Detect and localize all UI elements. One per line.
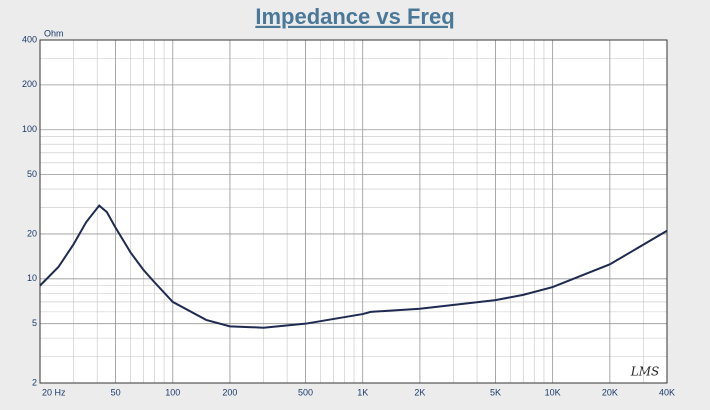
- y-axis-label: Ohm: [44, 28, 64, 38]
- y-tick-label: 400: [22, 34, 37, 44]
- y-tick-label: 20: [27, 228, 37, 238]
- x-tick-label: 100: [165, 387, 180, 397]
- x-tick-label: 20 Hz: [42, 387, 66, 397]
- x-tick-label: 40K: [659, 387, 675, 397]
- plot-area: [40, 40, 667, 383]
- annotation: LMS: [630, 365, 659, 379]
- y-tick-label: 100: [22, 124, 37, 134]
- impedance-line: [39, 204, 668, 329]
- x-tick-label: 5K: [490, 387, 501, 397]
- x-tick-label: 200: [222, 387, 237, 397]
- x-tick-label: 2K: [414, 387, 425, 397]
- x-tick-label: 50: [111, 387, 121, 397]
- y-tick-label: 2: [32, 377, 37, 387]
- y-tick-label: 5: [32, 318, 37, 328]
- plot-frame: [39, 39, 668, 384]
- y-tick-label: 200: [22, 79, 37, 89]
- x-tick-label: 500: [298, 387, 313, 397]
- y-tick-label: 10: [27, 273, 37, 283]
- x-tick-label: 1K: [357, 387, 368, 397]
- x-tick-label: 20K: [602, 387, 618, 397]
- x-tick-label: 10K: [545, 387, 561, 397]
- y-tick-label: 50: [27, 169, 37, 179]
- chart-title: Impedance vs Freq: [255, 4, 454, 29]
